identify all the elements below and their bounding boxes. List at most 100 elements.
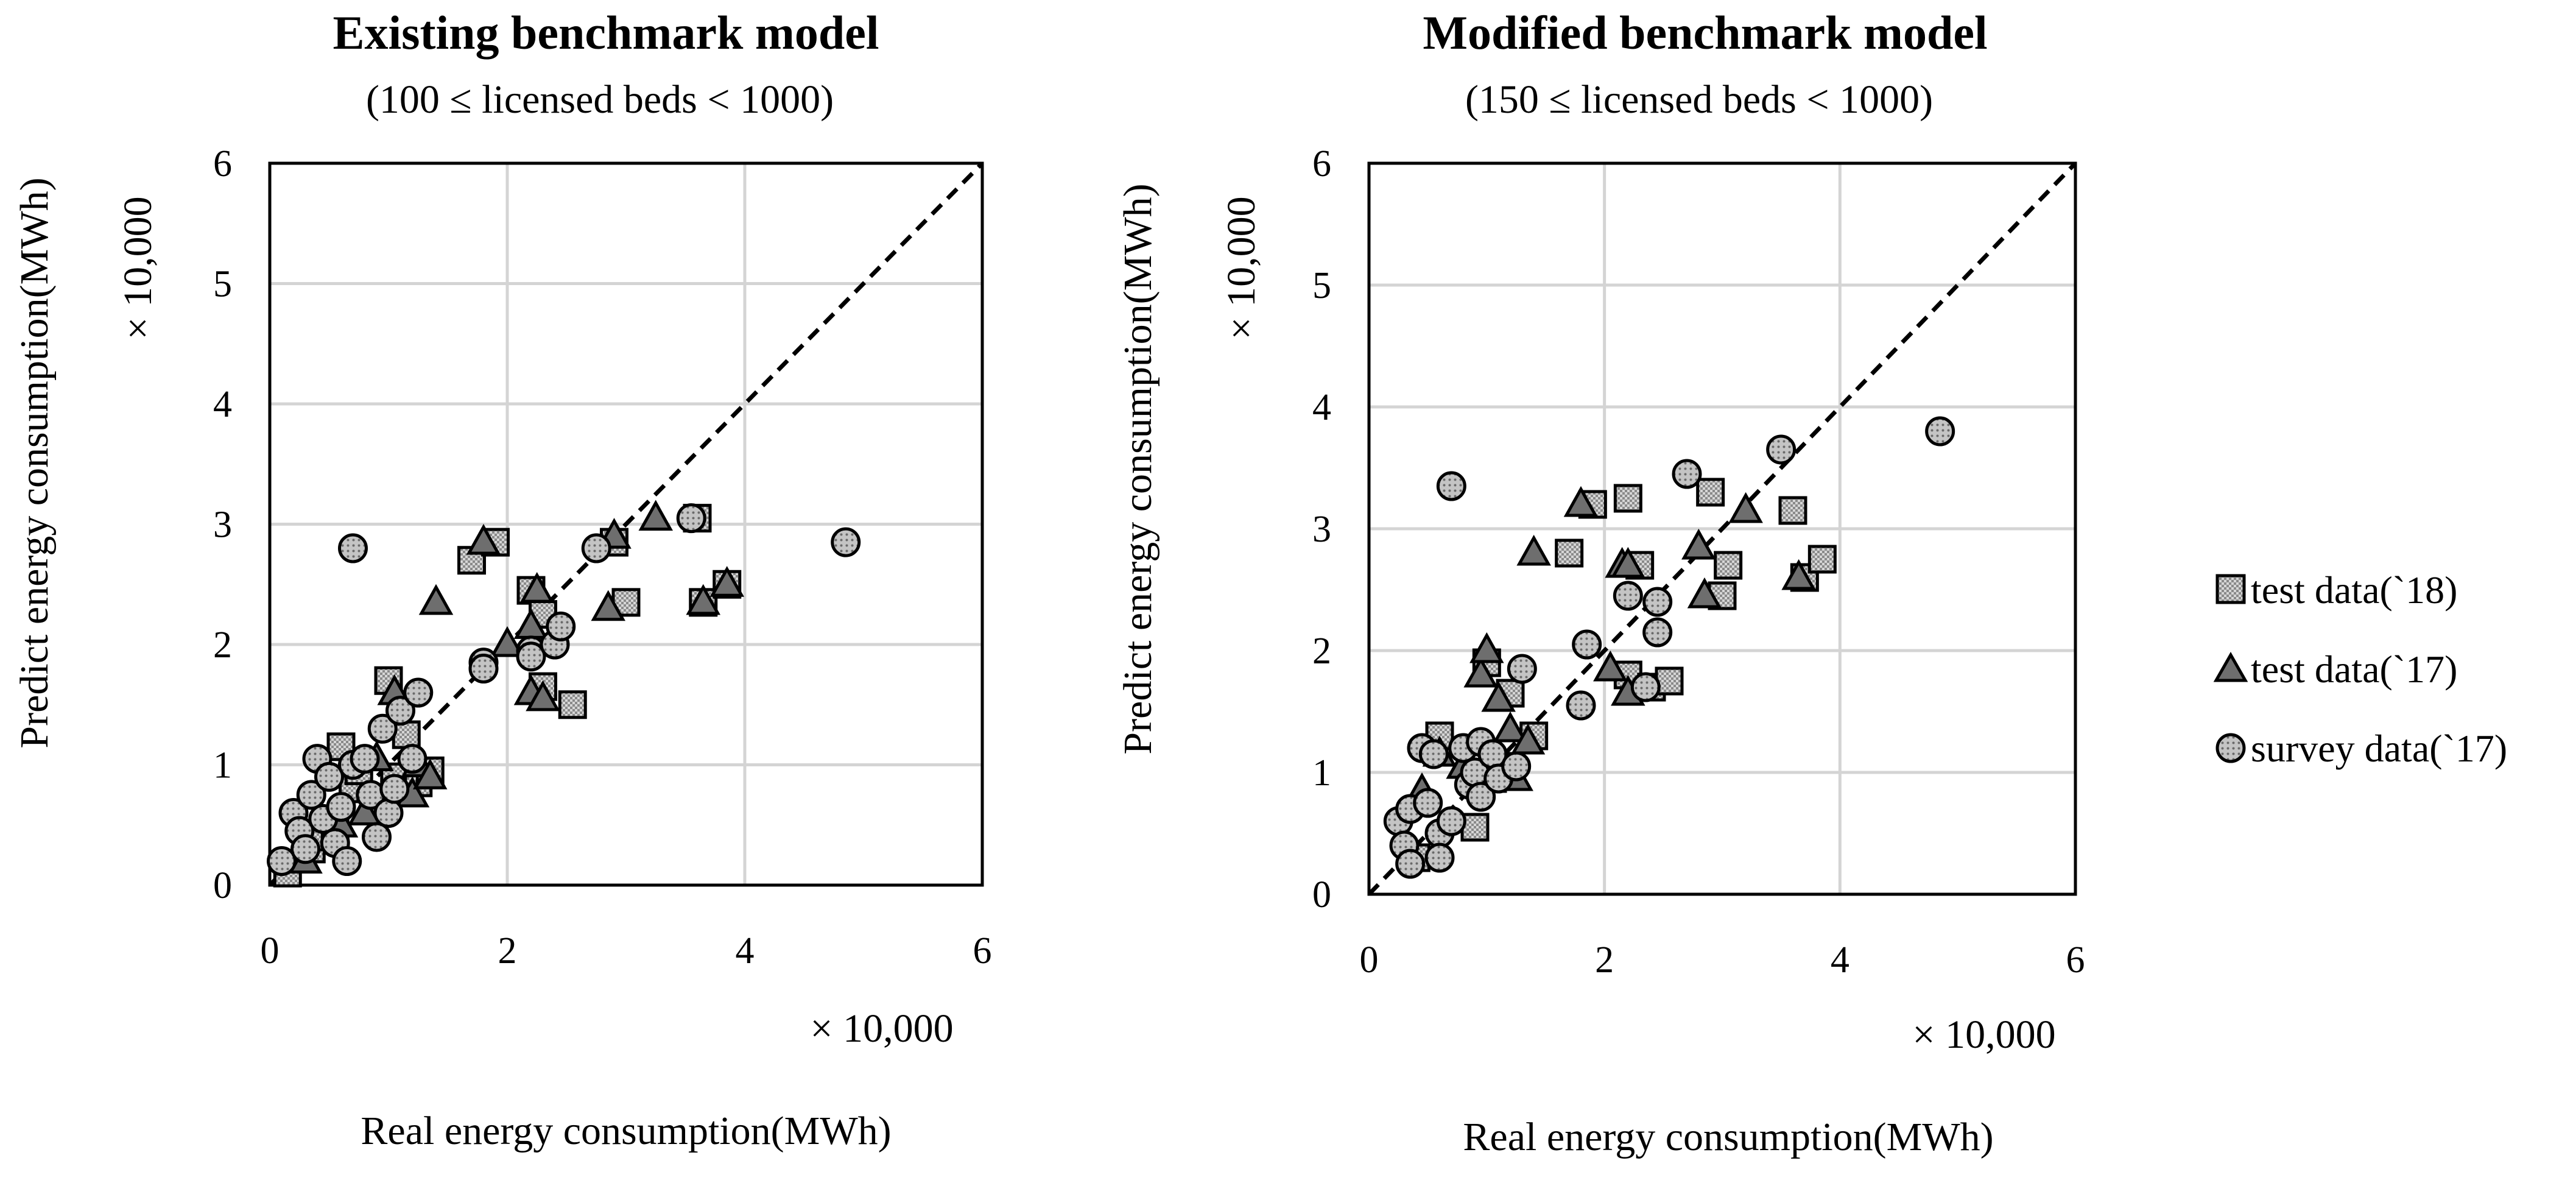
point-triangle: [490, 626, 525, 657]
y-tick-label: 2: [213, 624, 232, 666]
point-triangle: [1481, 680, 1516, 712]
point-circle: [468, 654, 499, 683]
x-ticks: 0 2 4 6: [1360, 939, 2085, 981]
point-triangle: [1510, 723, 1546, 755]
point-circle: [1395, 849, 1426, 879]
chart-subtitle: (100 ≤ licensed beds < 1000): [366, 77, 834, 122]
legend-label: test data(`17): [2251, 648, 2457, 691]
point-triangle: [1493, 711, 1528, 743]
chart-modified-model: Modified benchmark model (150 ≤ licensed…: [1116, 6, 2085, 1159]
point-circle: [676, 503, 706, 534]
x-tick-label: 2: [1595, 939, 1614, 981]
plot-frame: [268, 161, 984, 887]
legend: test data(`18) test data(`17) survey dat…: [2213, 568, 2507, 770]
point-triangle: [1593, 650, 1628, 682]
series-2: [267, 503, 861, 876]
point-triangle: [418, 584, 454, 615]
y-tick-label: 2: [1312, 630, 1331, 672]
y-tick-label: 4: [1312, 387, 1331, 428]
point-circle: [397, 744, 428, 774]
x-tick-label: 4: [736, 930, 755, 972]
y-tick-label: 1: [213, 745, 232, 786]
x-tick-label: 4: [1831, 939, 1849, 981]
point-triangle: [466, 523, 501, 555]
point-circle: [516, 641, 546, 672]
point-circle: [379, 774, 410, 804]
chart-title: Existing benchmark model: [333, 6, 879, 59]
point-square: [1778, 496, 1807, 525]
point-circle: [1413, 788, 1443, 818]
x-tick-label: 6: [973, 930, 992, 972]
chart-subtitle: (150 ≤ licensed beds < 1000): [1465, 77, 1933, 122]
point-triangle: [709, 566, 745, 597]
y-tick-label: 5: [1312, 265, 1331, 306]
x-multiplier-label: × 10,000: [1912, 1012, 2055, 1057]
point-circle: [332, 846, 362, 876]
point-circle: [314, 761, 344, 792]
point-triangle: [591, 590, 626, 621]
point-triangle: [638, 500, 674, 531]
point-triangle: [686, 584, 721, 615]
point-square: [1613, 484, 1642, 513]
y-tick-label: 0: [213, 865, 232, 906]
point-circle: [290, 834, 320, 864]
point-circle: [1613, 581, 1643, 611]
point-circle: [1672, 459, 1702, 489]
x-tick-label: 0: [1360, 939, 1379, 981]
point-triangle: [1469, 632, 1504, 663]
y-tick-label: 1: [1312, 752, 1331, 794]
point-triangle: [1728, 492, 1763, 523]
point-circle: [403, 677, 434, 708]
y-ticks: 0 1 2 3 4 5 6: [213, 143, 232, 906]
plot-frame: [1367, 161, 2077, 896]
point-circle: [367, 713, 398, 744]
point-triangle: [1516, 534, 1551, 566]
legend-item-survey-17: survey data(`17): [2215, 727, 2507, 770]
x-axis-label: Real energy consumption(MWh): [361, 1109, 891, 1153]
square-marker-icon: [2215, 574, 2246, 604]
reference-line: [268, 161, 984, 887]
x-tick-label: 2: [498, 930, 517, 972]
point-circle: [546, 611, 576, 641]
x-tick-label: 0: [261, 930, 280, 972]
point-square: [392, 720, 421, 749]
x-ticks: 0 2 4 6: [261, 930, 992, 972]
point-circle: [385, 696, 415, 726]
point-circle: [373, 798, 404, 828]
point-square: [1714, 551, 1743, 580]
point-square: [1555, 539, 1584, 568]
point-circle: [1424, 842, 1455, 873]
point-circle: [1418, 739, 1449, 769]
point-square: [1696, 478, 1725, 507]
point-circle: [831, 527, 861, 557]
reference-line: [1367, 161, 2077, 896]
legend-item-test-18: test data(`18): [2215, 568, 2457, 612]
point-circle: [1566, 690, 1596, 721]
point-triangle: [1687, 577, 1722, 609]
y-ticks: 0 1 2 3 4 5 6: [1312, 143, 1331, 916]
point-triangle: [526, 680, 560, 712]
y-tick-label: 5: [213, 264, 232, 305]
y-tick-label: 4: [213, 384, 232, 425]
point-triangle: [412, 758, 448, 789]
point-triangle: [1781, 559, 1816, 590]
point-triangle: [1681, 528, 1716, 560]
point-circle: [1642, 617, 1673, 648]
point-triangle: [1563, 486, 1599, 517]
point-triangle: [519, 571, 555, 603]
point-circle: [326, 792, 356, 822]
point-triangle: [1463, 656, 1498, 688]
y-tick-label: 6: [1312, 143, 1331, 185]
point-square: [1655, 666, 1684, 696]
point-triangle: [347, 794, 382, 825]
point-square: [558, 690, 587, 719]
triangle-marker-icon: [2213, 651, 2248, 682]
series-2: [1383, 416, 1955, 879]
point-circle: [1925, 416, 1955, 447]
point-circle: [1766, 434, 1797, 465]
point-circle: [1501, 751, 1532, 782]
point-circle: [362, 822, 392, 852]
point-circle: [1642, 587, 1673, 617]
point-circle: [1436, 471, 1466, 501]
